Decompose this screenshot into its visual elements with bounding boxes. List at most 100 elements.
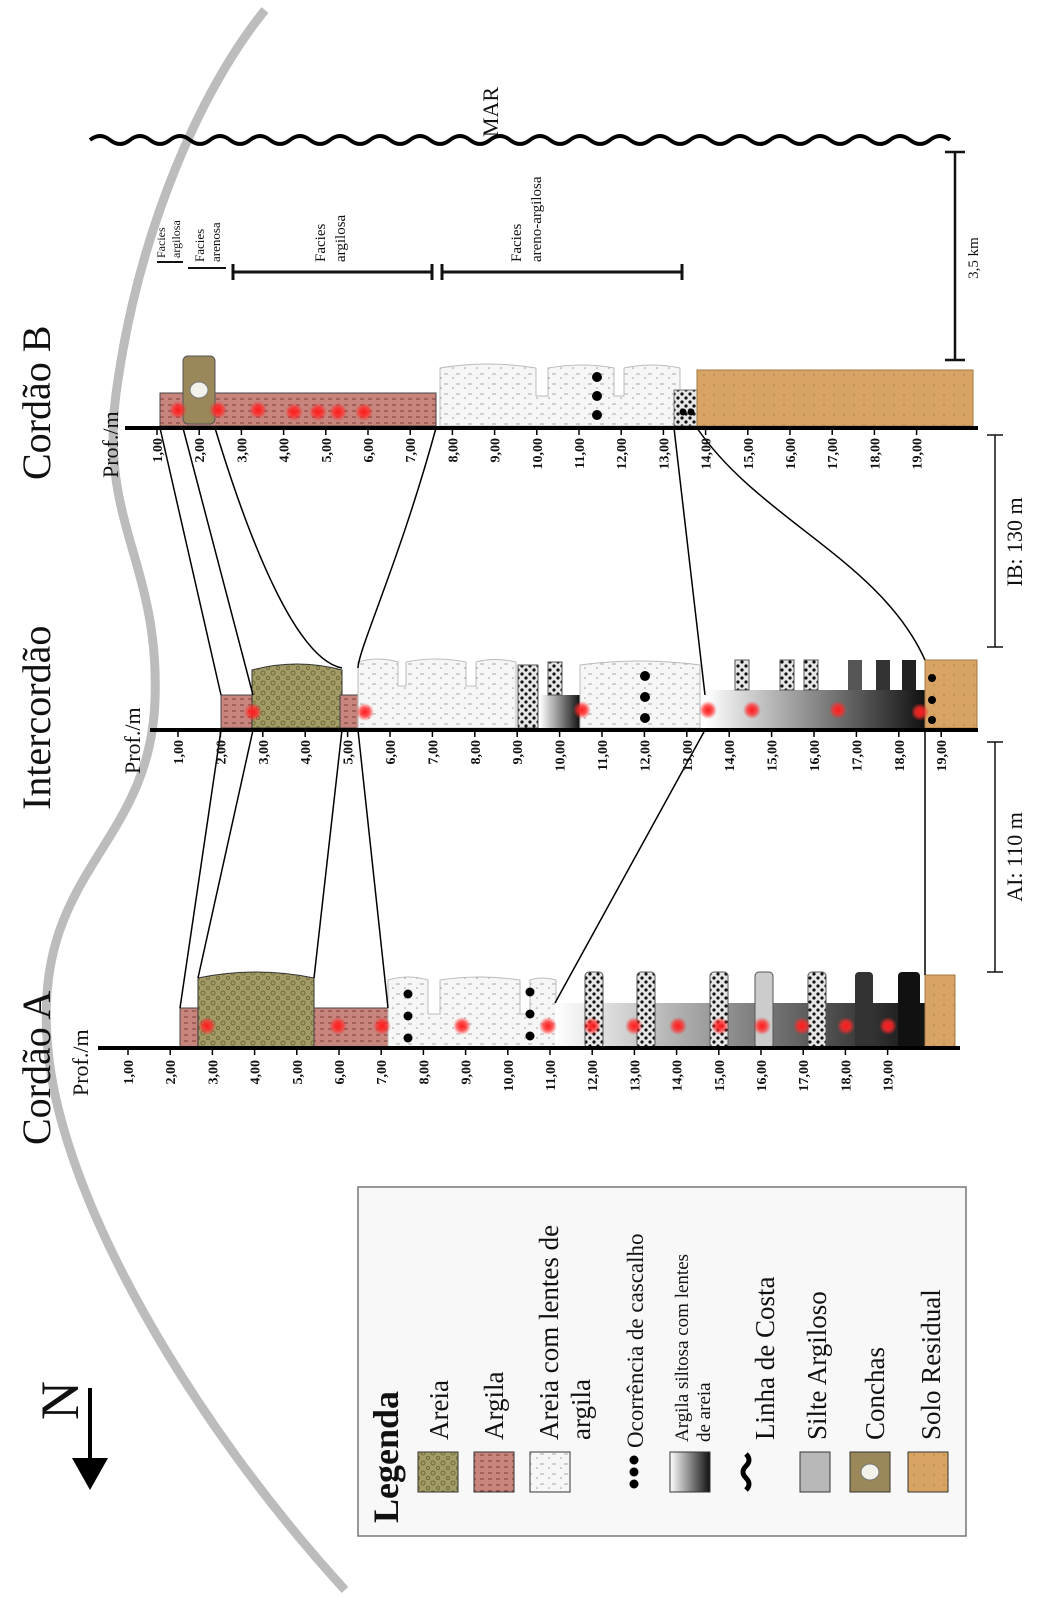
depth-tick-label: 18,00 (839, 1060, 854, 1092)
legend-swatch-argila-siltosa (669, 1451, 711, 1493)
depth-ticks-cordao-b: 1,00 2,00 3,00 4,00 5,00 6,00 7,00 8,00 9,00 10,0… (151, 428, 926, 470)
depth-tick-label: 9,00 (489, 438, 504, 463)
depth-tick-label: 12,00 (638, 740, 653, 772)
layer-sand (251, 663, 343, 729)
sample-marker (669, 1017, 687, 1035)
sample-markers (169, 401, 929, 1035)
depth-tick-label: 5,00 (291, 1060, 306, 1085)
depth-tick-label: 10,00 (502, 1060, 517, 1092)
layer-sand-clay-lenses (387, 976, 557, 1049)
coastline-curve (41, 7, 349, 1594)
sample-marker (329, 403, 347, 421)
sample-marker (249, 401, 267, 419)
sample-marker (209, 401, 227, 419)
depth-tick-label: 13,00 (657, 438, 672, 470)
depth-tick-label: 9,00 (460, 1060, 475, 1085)
legend-item-areia: Areia (424, 1380, 454, 1440)
depth-tick-label: 9,00 (511, 740, 526, 765)
sample-marker (743, 701, 761, 719)
depth-tick-label: 12,00 (586, 1060, 601, 1092)
legend-item-areia-lentes-2: argila (566, 1379, 596, 1440)
depth-ticks-intercordao: 1,00 2,00 3,00 4,00 5,00 6,00 7,00 8,00 9,00 10,0… (172, 730, 950, 772)
depth-tick-label: 10,00 (531, 438, 546, 470)
facies-1-line2: argilosa (169, 220, 183, 258)
column-intercordao (150, 658, 978, 732)
sample-marker (879, 1017, 897, 1035)
layer-sand-clay-lenses (357, 658, 517, 729)
legend-swatch-areia (417, 1451, 459, 1493)
facies-4-line2: areno-argilosa (529, 176, 545, 262)
facies-3-line1: Facies (313, 224, 329, 262)
legend-item-cascalho: Ocorrência de cascalho (623, 1233, 648, 1448)
depth-tick-label: 15,00 (713, 1060, 728, 1092)
layer-residual-soil (696, 369, 974, 427)
sample-marker (711, 1017, 729, 1035)
depth-tick-label: 7,00 (375, 1060, 390, 1085)
sample-marker (285, 403, 303, 421)
depth-tick-label: 18,00 (868, 438, 883, 470)
layer-sand-clay-lenses (439, 363, 681, 427)
sample-marker (329, 1017, 347, 1035)
depth-tick-label: 17,00 (850, 740, 865, 772)
depth-tick-label: 8,00 (446, 438, 461, 463)
legend-swatch-areia-lentes (529, 1451, 571, 1493)
shell-icon (189, 381, 209, 399)
sample-marker (356, 703, 374, 721)
depth-tick-label: 11,00 (573, 438, 588, 469)
sea-label: MAR (478, 87, 503, 137)
depth-tick-label: 3,00 (235, 438, 250, 463)
depth-tick-label: 12,00 (615, 438, 630, 470)
depth-tick-label: 14,00 (700, 438, 715, 470)
depth-tick-label: 3,00 (206, 1060, 221, 1085)
facies-2-line2: arenosa (208, 222, 223, 262)
sea-wave-line (88, 134, 952, 146)
depth-tick-label: 16,00 (755, 1060, 770, 1092)
sample-marker (244, 703, 262, 721)
legend-item-linha-costa: Linha de Costa (750, 1277, 780, 1440)
sample-marker (837, 1017, 855, 1035)
legend-item-solo-residual: Solo Residual (916, 1289, 946, 1440)
scale-bar: 3,5 km (945, 150, 982, 362)
layer-clay (179, 1007, 199, 1049)
depth-tick-label: 7,00 (404, 438, 419, 463)
depth-tick-label: 1,00 (122, 1060, 137, 1085)
layer-sand (197, 971, 315, 1049)
facies-2-line1: Facies (192, 229, 207, 262)
depth-tick-label: 13,00 (681, 740, 696, 772)
sample-marker (829, 701, 847, 719)
facies-1-line1: Facies (154, 227, 168, 258)
depth-tick-label: 19,00 (882, 1060, 897, 1092)
legend-item-conchas: Conchas (860, 1347, 890, 1440)
depth-tick-label: 15,00 (742, 438, 757, 470)
depth-tick-label: 1,00 (172, 740, 187, 765)
depth-tick-label: 7,00 (426, 740, 441, 765)
legend-item-argila-siltosa-2: de areia (694, 1382, 715, 1442)
north-letter: N (30, 1381, 90, 1420)
facies-3-line2: argilosa (333, 214, 349, 262)
depth-tick-label: 19,00 (911, 438, 926, 470)
depth-tick-label: 4,00 (249, 1060, 264, 1085)
legend-item-argila-siltosa: Argila siltosa com lentes (672, 1254, 693, 1442)
depth-tick-label: 14,00 (671, 1060, 686, 1092)
legend-item-areia-lentes: Areia com lentes de (534, 1225, 564, 1440)
depth-label-a: Prof./m (68, 1029, 93, 1096)
legend-swatch-linha-costa (740, 1452, 752, 1492)
depth-tick-label: 3,00 (257, 740, 272, 765)
legend-item-argila: Argila (479, 1371, 509, 1440)
depth-tick-label: 19,00 (935, 740, 950, 772)
legend-swatch-solo-residual (907, 1451, 949, 1493)
depth-tick-label: 8,00 (417, 1060, 432, 1085)
legend-swatch-argila (473, 1451, 515, 1493)
depth-tick-label: 16,00 (784, 438, 799, 470)
distance-bars: IB: 130 m AI: 110 m (987, 434, 1027, 973)
column-cordao-a (98, 971, 960, 1050)
depth-tick-label: 15,00 (766, 740, 781, 772)
layer-silty-clay (705, 690, 925, 728)
depth-tick-label: 16,00 (808, 740, 823, 772)
facies-4-line1: Facies (509, 224, 525, 262)
depth-tick-label: 4,00 (299, 740, 314, 765)
sample-marker (373, 1017, 391, 1035)
sample-marker (699, 701, 717, 719)
sample-marker (355, 403, 373, 421)
